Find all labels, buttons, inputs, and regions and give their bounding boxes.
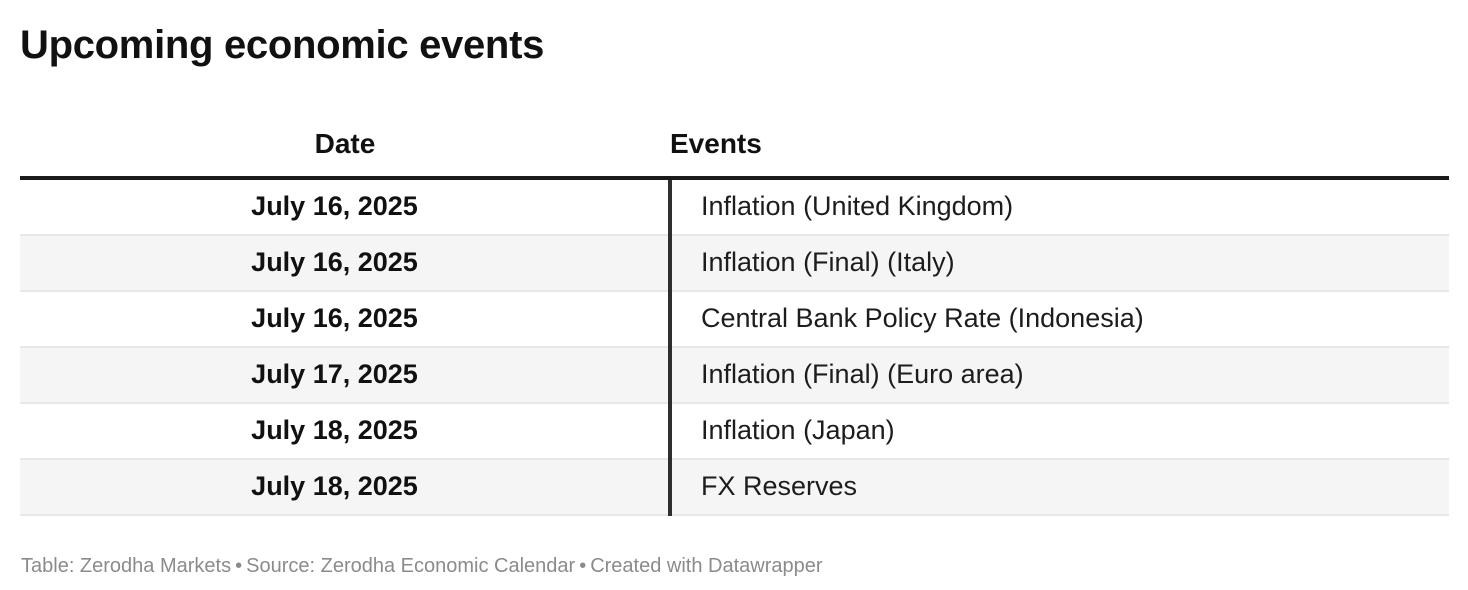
event-cell: Inflation (Japan) xyxy=(668,403,1449,461)
event-cell: Inflation (Final) (Italy) xyxy=(668,235,1449,293)
event-cell: FX Reserves xyxy=(668,459,1449,517)
date-cell: July 18, 2025 xyxy=(20,403,670,461)
table-row: July 16, 2025 Inflation (United Kingdom) xyxy=(20,178,1449,237)
table-row: July 18, 2025 FX Reserves xyxy=(20,459,1449,517)
table-header: Date Events xyxy=(20,128,1449,181)
event-cell: Central Bank Policy Rate (Indonesia) xyxy=(668,291,1449,349)
event-cell: Inflation (United Kingdom) xyxy=(668,178,1449,237)
page-title: Upcoming economic events xyxy=(20,23,545,67)
table-row: July 17, 2025 Inflation (Final) (Euro ar… xyxy=(20,347,1449,405)
attribution-footer: Table: Zerodha Markets • Source: Zerodha E… xyxy=(21,554,1449,578)
table-row: July 18, 2025 Inflation (Japan) xyxy=(20,403,1449,461)
date-cell: July 16, 2025 xyxy=(20,178,670,237)
event-cell: Inflation (Final) (Euro area) xyxy=(668,347,1449,405)
datawrapper-credit-link[interactable]: Created with Datawrapper xyxy=(590,555,823,578)
table-body: July 16, 2025 Inflation (United Kingdom)… xyxy=(20,178,1449,517)
header-row: Date Events xyxy=(20,128,1449,181)
economic-events-table: Date Events July 16, 2025 Inflation (Uni… xyxy=(20,128,1449,517)
table-credit: Table: Zerodha Markets xyxy=(21,555,232,578)
source-credit-link[interactable]: Source: Zerodha Economic Calendar xyxy=(246,555,576,578)
date-cell: July 16, 2025 xyxy=(20,291,670,349)
table-row: July 16, 2025 Central Bank Policy Rate (… xyxy=(20,291,1449,349)
date-cell: July 16, 2025 xyxy=(20,235,670,293)
datawrapper-table-widget: Upcoming economic events Date Events Jul… xyxy=(20,23,1449,578)
date-cell: July 18, 2025 xyxy=(20,459,670,517)
footer-separator: • xyxy=(235,555,243,578)
table-row: July 16, 2025 Inflation (Final) (Italy) xyxy=(20,235,1449,293)
date-cell: July 17, 2025 xyxy=(20,347,670,405)
column-header-events: Events xyxy=(670,128,1449,181)
footer-separator: • xyxy=(579,555,587,578)
column-header-date: Date xyxy=(20,128,670,181)
